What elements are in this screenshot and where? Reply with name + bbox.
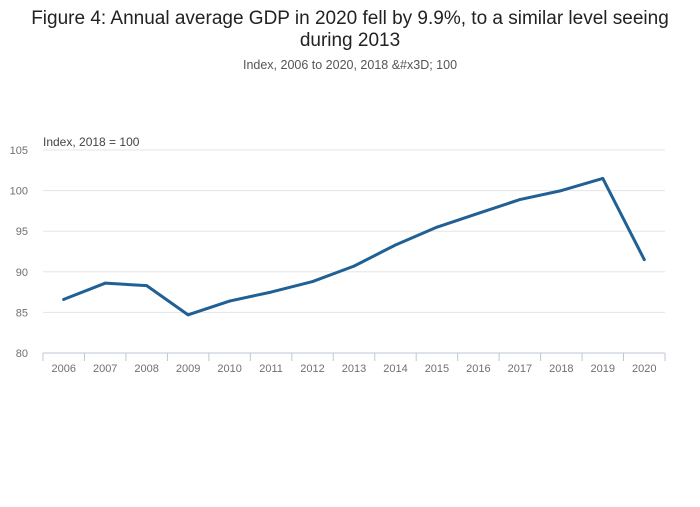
x-tick-label-2010: 2010 [217, 363, 241, 375]
x-tick-label-2008: 2008 [134, 363, 158, 375]
x-tick-label-2019: 2019 [591, 363, 615, 375]
data-point-2009[interactable] [186, 313, 190, 317]
x-tick-label-2011: 2011 [259, 363, 283, 375]
x-tick-label-2013: 2013 [342, 363, 366, 375]
x-tick-label-2007: 2007 [93, 363, 117, 375]
chart-subtitle: Index, 2006 to 2020, 2018 &#x3D; 100 [243, 58, 457, 72]
data-point-2014[interactable] [394, 243, 397, 247]
data-point-2010[interactable] [228, 299, 232, 303]
data-point-2015[interactable] [435, 225, 439, 229]
y-tick-label-90: 90 [16, 267, 28, 279]
data-point-2008[interactable] [145, 284, 149, 288]
data-point-2013[interactable] [352, 264, 356, 268]
data-point-2020[interactable] [642, 258, 646, 262]
data-point-2018[interactable] [559, 189, 563, 193]
data-point-2011[interactable] [269, 290, 273, 294]
x-tick-label-2015: 2015 [425, 363, 449, 375]
data-point-2007[interactable] [103, 281, 107, 285]
gridlines [43, 149, 665, 313]
y-axis-ticks: 80 85 90 95 100 105 [10, 145, 28, 360]
series-group [62, 176, 646, 317]
y-tick-label-95: 95 [16, 226, 28, 238]
x-axis [42, 352, 666, 361]
y-tick-label-105: 105 [10, 145, 28, 157]
x-tick-label-2012: 2012 [300, 363, 324, 375]
y-tick-label-100: 100 [10, 186, 28, 198]
x-tick-label-2018: 2018 [549, 363, 573, 375]
chart-title: Figure 4: Annual average GDP in 2020 fel… [31, 8, 669, 29]
data-point-2019[interactable] [601, 177, 605, 180]
chart-title-line2: during 2013 [300, 30, 400, 51]
data-point-2006[interactable] [62, 298, 66, 301]
y-axis-label: Index, 2018 = 100 [43, 135, 140, 149]
x-tick-label-2020: 2020 [632, 363, 656, 375]
data-point-2012[interactable] [311, 280, 314, 283]
x-tick-label-2006: 2006 [51, 363, 75, 375]
x-tick-label-2016: 2016 [466, 363, 490, 375]
data-point-2016[interactable] [477, 211, 480, 215]
x-tick-label-2009: 2009 [176, 363, 200, 375]
x-tick-label-2017: 2017 [508, 363, 532, 375]
series-line-0 [62, 176, 646, 317]
x-tick-label-2014: 2014 [383, 363, 407, 375]
x-axis-ticks: 2006 2007 2008 2009 2010 2011 2012 2013 2014 2015… [51, 363, 656, 375]
data-point-2017[interactable] [518, 198, 522, 201]
y-tick-label-80: 80 [16, 348, 28, 360]
y-tick-label-85: 85 [16, 307, 28, 319]
